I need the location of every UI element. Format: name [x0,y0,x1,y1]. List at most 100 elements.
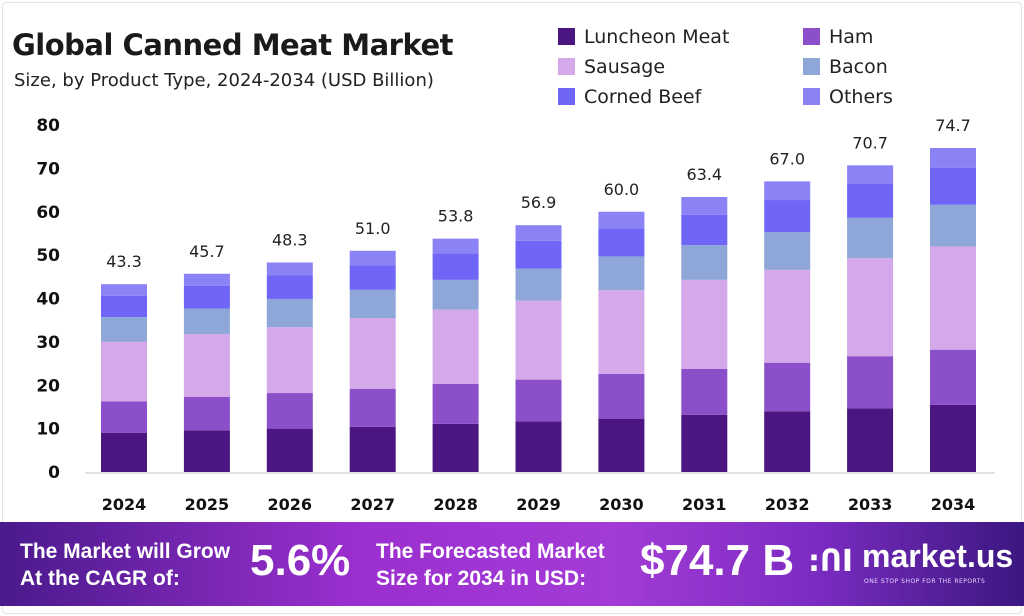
cagr-label-line2: At the CAGR of: [20,567,180,590]
x-tick-label: 2028 [433,495,478,514]
bar-segment-sausage [764,269,811,363]
chart-subtitle: Size, by Product Type, 2024-2034 (USD Bi… [14,70,434,91]
bar-segment-luncheon-meat [930,404,976,472]
chart-title: Global Canned Meat Market [12,28,454,62]
forecast-label-line2: Size for 2034 in USD: [376,567,587,590]
bar-segment-ham [349,388,396,427]
bar-segment-ham [764,362,811,412]
bar-segment-ham [847,356,894,409]
x-tick-label: 2033 [848,495,893,514]
forecast-value: $74.7 B [640,536,795,585]
legend-label: Bacon [829,55,888,78]
bar-segment-ham [598,373,645,419]
x-tick-label: 2030 [599,495,644,514]
bar-segment-others [847,165,894,184]
bar-segment-others [681,197,728,215]
bar-segment-bacon [349,289,396,319]
legend-item-bacon: Bacon [803,54,923,79]
legend-swatch [803,88,820,105]
bar-segment-luncheon-meat [847,408,894,472]
bar-segment-others [598,211,645,229]
cagr-label: The Market will Grow At the CAGR of: [20,538,230,592]
bar-segment-others [266,262,313,276]
data-label-total: 70.7 [852,133,888,152]
legend-item-corned-beef: Corned Beef [558,84,803,109]
y-tick-label: 50 [36,246,60,266]
bar-segment-corned-beef [764,200,811,233]
data-label-total: 63.4 [686,165,722,184]
forecast-label-line1: The Forecasted Market [376,540,605,563]
bar-segment-corned-beef [432,253,479,280]
bar-segment-sausage [432,309,479,384]
bar-segment-others [101,284,147,296]
bar-segment-ham [681,368,728,415]
bar-segment-bacon [681,245,728,280]
bar-segment-corned-beef [349,265,396,290]
bar-segment-ham [930,349,976,405]
y-tick-label: 0 [48,463,60,483]
bar-segment-sausage [101,341,147,402]
x-tick-label: 2026 [268,495,313,514]
data-label-total: 48.3 [272,230,308,249]
x-tick-label: 2024 [102,495,147,514]
bar-segment-luncheon-meat [101,432,147,472]
legend-swatch [803,58,820,75]
legend-item-sausage: Sausage [558,54,803,79]
bar-segment-corned-beef [598,228,645,257]
bar-segment-bacon [847,217,894,259]
bar-segment-luncheon-meat [598,418,645,472]
cagr-value: 5.6% [250,536,351,585]
bar-segment-others [432,238,479,254]
data-label-total: 56.9 [521,193,557,212]
bar-segment-corned-beef [183,285,230,309]
bar-segment-sausage [266,327,313,394]
legend-label: Luncheon Meat [584,25,730,48]
forecast-label: The Forecasted Market Size for 2034 in US… [376,538,605,592]
bar-segment-sausage [598,290,645,374]
legend: Luncheon Meat Ham Sausage Bacon Corned B… [558,24,923,109]
bar-segment-bacon [266,298,313,328]
bar-segment-luncheon-meat [349,426,396,472]
bar-segment-others [183,273,230,286]
legend-swatch [803,28,820,45]
bar-segment-luncheon-meat [681,414,728,472]
bar-segment-luncheon-meat [183,430,230,472]
bar-segment-corned-beef [847,183,894,218]
bar-segment-others [515,225,562,241]
bar-segment-corned-beef [681,214,728,246]
logo-tagline: ONE STOP SHOP FOR THE REPORTS [864,578,986,585]
data-label-total: 67.0 [769,149,805,168]
data-label-total: 74.7 [935,116,971,135]
legend-label: Others [829,85,893,108]
y-tick-label: 40 [36,290,60,310]
bar-segment-corned-beef [930,167,976,205]
bar-segment-luncheon-meat [266,428,313,472]
bar-segment-ham [432,383,479,424]
legend-item-luncheon-meat: Luncheon Meat [558,24,803,49]
bar-segment-sausage [349,318,396,389]
summary-banner: The Market will Grow At the CAGR of: 5.6%… [0,522,1024,606]
market-us-logo-icon: :ՈI [808,544,854,579]
bar-segment-sausage [515,300,562,380]
legend-swatch [558,58,575,75]
stacked-bar-chart: 0102030405060708043.3202445.7202548.3202… [36,116,995,514]
bar-segment-sausage [847,258,894,357]
bar-segment-bacon [930,204,976,247]
x-tick-label: 2027 [350,495,395,514]
bar-segment-bacon [183,308,230,335]
bar-segment-sausage [681,279,728,369]
bar-segment-bacon [598,256,645,291]
data-label-total: 43.3 [106,252,142,271]
bar-segment-corned-beef [266,275,313,299]
bar-segment-bacon [515,268,562,301]
x-tick-label: 2032 [765,495,810,514]
x-tick-label: 2029 [516,495,561,514]
bar-segment-sausage [183,334,230,397]
legend-swatch [558,28,575,45]
x-tick-label: 2031 [682,495,727,514]
legend-label: Sausage [584,55,666,78]
data-label-total: 51.0 [355,219,391,238]
y-tick-label: 70 [36,159,60,179]
x-tick-label: 2034 [931,495,976,514]
